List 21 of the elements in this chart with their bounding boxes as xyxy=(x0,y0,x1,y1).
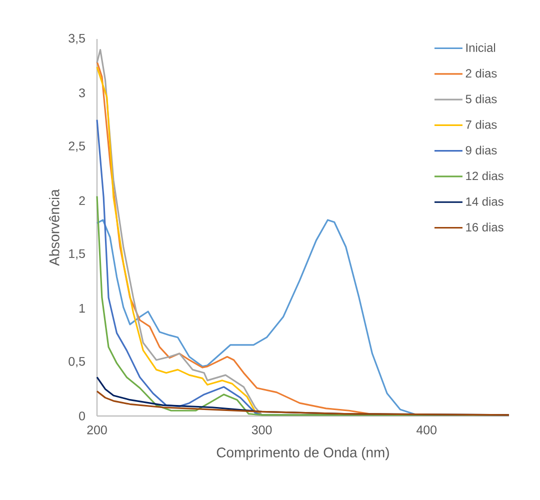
legend-label: 12 dias xyxy=(466,171,504,180)
legend-label: 5 dias xyxy=(466,94,497,104)
y-tick-label: 1,5 xyxy=(69,249,85,260)
x-tick-label: 400 xyxy=(416,426,436,434)
y-tick-label: 3,5 xyxy=(68,34,85,44)
legend-label: 7 dias xyxy=(466,120,497,129)
x-tick-label: 300 xyxy=(252,426,272,434)
y-tick-label: 0 xyxy=(79,412,85,420)
legend-label: Inicial xyxy=(466,43,496,52)
y-tick-label: 2,5 xyxy=(68,142,85,152)
legend-label: 9 dias xyxy=(466,146,497,155)
y-axis-title: Absorvência xyxy=(49,189,60,266)
x-axis-title: Comprimento de Onda (nm) xyxy=(216,447,389,460)
y-tick-label: 0,5 xyxy=(68,357,85,368)
x-tick-label: 200 xyxy=(87,426,107,434)
y-tick-label: 3 xyxy=(79,88,85,98)
legend-label: 14 dias xyxy=(466,197,504,206)
y-tick-label: 1 xyxy=(80,304,85,313)
legend-label: 16 dias xyxy=(466,222,504,232)
legend-label: 2 dias xyxy=(466,68,497,78)
y-tick-label: 2 xyxy=(79,196,85,205)
